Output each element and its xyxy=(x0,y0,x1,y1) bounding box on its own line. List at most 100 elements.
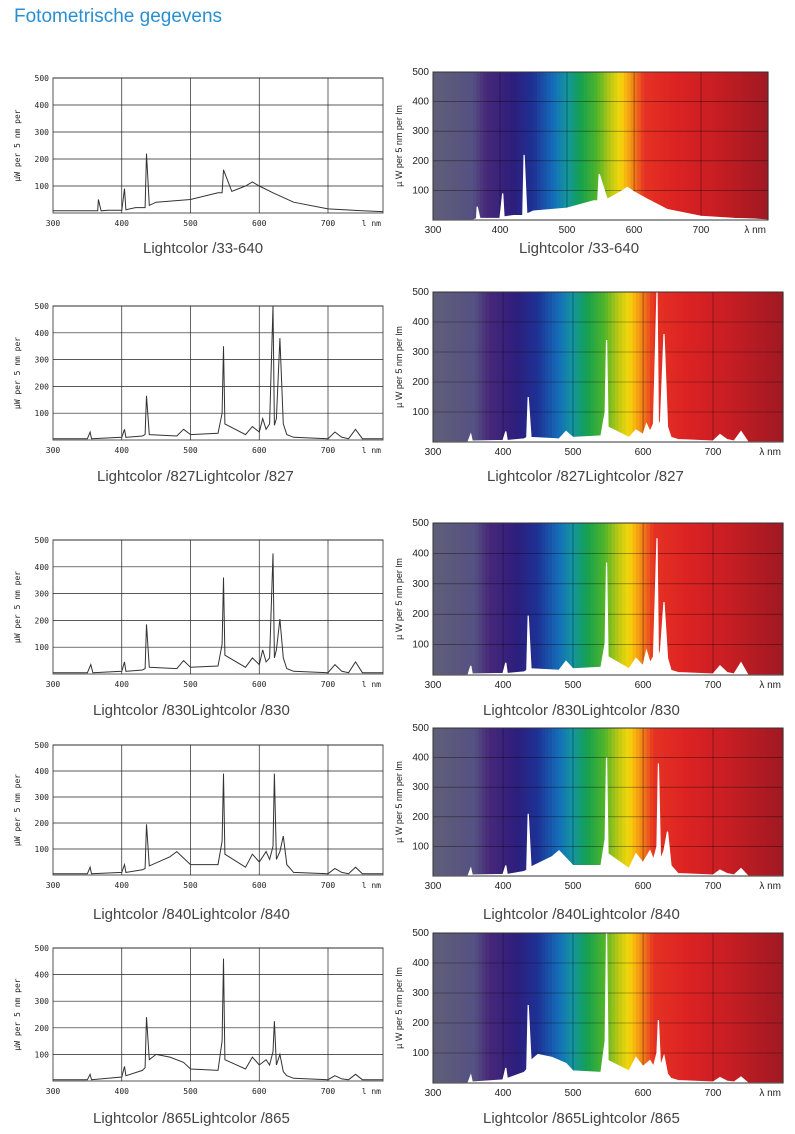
x-axis-unit: l nm xyxy=(362,1087,381,1096)
spectrum-band xyxy=(443,292,448,442)
spectrum-band xyxy=(566,523,571,675)
spectrum-band xyxy=(692,933,697,1083)
x-axis-unit: l nm xyxy=(362,219,381,228)
spectrum-band xyxy=(625,523,630,675)
spectrum-band xyxy=(603,72,608,220)
spectrum-band xyxy=(555,728,560,876)
spectrum-band xyxy=(523,72,528,220)
y-tick-label: 300 xyxy=(35,590,50,599)
spectrum-band xyxy=(646,933,651,1083)
spectrum-band xyxy=(611,292,616,442)
spectrum-band xyxy=(520,292,525,442)
spectrum-band xyxy=(755,933,760,1083)
spectrum-band xyxy=(727,523,732,675)
spectrum-band xyxy=(520,523,525,675)
spectrum-band xyxy=(531,523,536,675)
spectrum-band xyxy=(593,72,598,220)
spectrum-band xyxy=(552,292,557,442)
spectrum-band xyxy=(741,292,746,442)
spectrum-band xyxy=(524,292,529,442)
spectrum-curve-640 xyxy=(53,153,384,213)
spectrum-band xyxy=(601,523,606,675)
x-tick-label: 600 xyxy=(252,1087,267,1096)
spectrum-band xyxy=(562,523,567,675)
spectrum-band xyxy=(471,523,476,675)
spectrum-band xyxy=(758,728,763,876)
spectrum-band xyxy=(587,72,592,220)
spectrum-band xyxy=(534,523,539,675)
y-tick-label: 200 xyxy=(412,609,429,620)
spectrum-band xyxy=(562,728,567,876)
spectrum-band xyxy=(456,72,461,220)
x-tick-label: 400 xyxy=(495,680,512,691)
spectrum-band xyxy=(454,933,459,1083)
spectrum-band xyxy=(727,728,732,876)
spectrum-band xyxy=(744,72,749,220)
spectrum-band xyxy=(587,933,592,1083)
spectrum-band xyxy=(583,523,588,675)
x-tick-label: 700 xyxy=(321,446,336,455)
spectrum-band xyxy=(478,292,483,442)
spectrum-band xyxy=(513,523,518,675)
spectrum-band xyxy=(678,523,683,675)
spectrum-band xyxy=(440,292,445,442)
x-axis-unit: λ nm xyxy=(759,1088,781,1099)
spectrum-band xyxy=(447,523,452,675)
spectrum-band xyxy=(453,72,458,220)
spectrum-curve-827 xyxy=(433,291,783,443)
spectrum-band xyxy=(643,292,648,442)
spectrum-band xyxy=(737,72,742,220)
spectrum-band xyxy=(443,72,447,220)
y-tick-label: 200 xyxy=(35,1024,50,1033)
spectrum-band xyxy=(566,728,571,876)
spectrum-band xyxy=(650,523,655,675)
spectrum-band xyxy=(597,933,602,1083)
spectrum-band xyxy=(594,523,599,675)
spectrum-band xyxy=(553,72,558,220)
plot-frame xyxy=(432,932,784,1084)
spectrum-band xyxy=(570,72,575,220)
spectrum-band xyxy=(513,292,518,442)
spectrum-band xyxy=(576,728,581,876)
chart-spectrum-830: 100 200 300 400 500 300 400 500 600 700 λ nm µ W pe… xyxy=(394,518,784,691)
y-tick-label: 100 xyxy=(35,409,50,418)
y-axis-label: µW per 5 nm per xyxy=(13,978,22,1050)
x-axis-unit: l nm xyxy=(362,446,381,455)
spectrum-band xyxy=(671,728,676,876)
spectrum-band xyxy=(443,728,448,876)
spectrum-band xyxy=(737,523,742,675)
spectrum-band xyxy=(723,933,728,1083)
y-tick-label: 200 xyxy=(412,156,429,167)
spectrum-band xyxy=(625,933,630,1083)
y-tick-label: 200 xyxy=(412,1018,429,1029)
y-tick-label: 400 xyxy=(35,767,50,776)
spectrum-band xyxy=(699,292,704,442)
spectrum-band xyxy=(772,728,777,876)
spectrum-band xyxy=(601,728,606,876)
spectrum-band xyxy=(765,933,770,1083)
x-tick-label: 600 xyxy=(635,1088,652,1099)
spectrum-band xyxy=(527,523,532,675)
x-axis-unit: l nm xyxy=(362,680,381,689)
spectrum-band xyxy=(695,933,700,1083)
caption-plain-840: Lightcolor /840Lightcolor /840 xyxy=(93,906,290,923)
spectrum-band xyxy=(506,292,511,442)
spectrum-band xyxy=(573,728,578,876)
spectrum-band xyxy=(772,292,777,442)
spectrum-band xyxy=(643,728,648,876)
spectrum-band xyxy=(622,292,627,442)
spectrum-band xyxy=(573,72,578,220)
spectrum-band xyxy=(590,523,595,675)
spectrum-band xyxy=(447,728,452,876)
y-tick-label: 500 xyxy=(35,302,50,311)
spectrum-band xyxy=(741,523,746,675)
spectrum-band xyxy=(776,728,781,876)
spectrum-band xyxy=(660,72,665,220)
spectrum-band xyxy=(716,728,721,876)
spectrum-band xyxy=(709,933,714,1083)
spectrum-band xyxy=(439,72,444,220)
spectrum-band xyxy=(657,72,662,220)
x-tick-label: 600 xyxy=(635,881,652,892)
spectrum-band xyxy=(517,728,522,876)
spectrum-band xyxy=(776,933,781,1083)
